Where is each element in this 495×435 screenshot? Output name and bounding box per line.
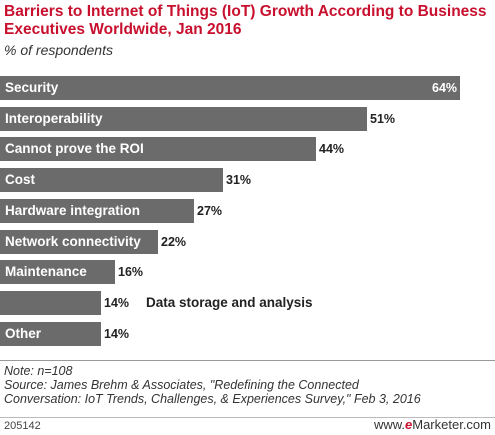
- bar-value-label: 14%: [104, 327, 130, 341]
- footer-divider: [0, 360, 495, 361]
- bar-category-label: Security: [5, 80, 59, 95]
- bar-category-label: Data storage and analysis: [146, 295, 313, 310]
- bar: [0, 137, 316, 161]
- brand-prefix: www.: [373, 417, 406, 432]
- bar-row: 16% Maintenance: [0, 260, 495, 284]
- source-text-line-2: Conversation: IoT Trends, Challenges, & …: [4, 392, 421, 406]
- bar-row: 64% Security: [0, 76, 495, 100]
- bar-category-label: Cost: [5, 172, 35, 187]
- bar-category-label: Interoperability: [5, 111, 103, 126]
- bar-category-label: Hardware integration: [5, 203, 141, 218]
- bar-value-label: 64%: [432, 81, 458, 95]
- bar-row: 51% Interoperability: [0, 107, 495, 131]
- bar-category-label: Network connectivity: [5, 234, 141, 249]
- bar: [0, 260, 115, 284]
- bar-row: 44% Cannot prove the ROI: [0, 137, 495, 161]
- bar-value-label: 16%: [118, 265, 144, 279]
- emarketer-logo[interactable]: www.eMarketer.com: [374, 417, 491, 432]
- bar: [0, 230, 158, 254]
- bar-row: 14% Other: [0, 322, 495, 346]
- bar: [0, 291, 101, 315]
- bar-row: 14% Data storage and analysis: [0, 291, 495, 315]
- bar-row: 31% Cost: [0, 168, 495, 192]
- chart-subtitle: % of respondents: [4, 42, 113, 58]
- bar-row: 22% Network connectivity: [0, 230, 495, 254]
- bar-category-label: Cannot prove the ROI: [5, 141, 144, 156]
- brand-rest: Marketer.com: [412, 417, 491, 432]
- chart-notes: Note: n=108 Source: James Brehm & Associ…: [4, 364, 492, 406]
- bar-value-label: 14%: [104, 296, 130, 310]
- brand-e: e: [405, 417, 413, 432]
- bar-category-label: Other: [5, 326, 42, 341]
- bar: [0, 76, 460, 100]
- bottom-divider: [0, 417, 495, 418]
- bar: [0, 199, 194, 223]
- bar-category-label: Maintenance: [5, 264, 87, 279]
- bar-row: 27% Hardware integration: [0, 199, 495, 223]
- chart-id: 205142: [4, 420, 41, 432]
- bar-value-label: 44%: [319, 142, 345, 156]
- source-text-line-1: Source: James Brehm & Associates, "Redef…: [4, 378, 359, 392]
- bar-value-label: 31%: [226, 173, 252, 187]
- bar: [0, 107, 367, 131]
- note-text: Note: n=108: [4, 364, 73, 378]
- bar-value-label: 51%: [370, 112, 396, 126]
- chart-title: Barriers to Internet of Things (IoT) Gro…: [4, 3, 487, 38]
- bar-value-label: 22%: [161, 235, 187, 249]
- bar: [0, 322, 101, 346]
- bar-value-label: 27%: [197, 204, 223, 218]
- bar: [0, 168, 223, 192]
- bar-chart: 64% Security 51% Interoperability 44% Cannot …: [0, 76, 495, 352]
